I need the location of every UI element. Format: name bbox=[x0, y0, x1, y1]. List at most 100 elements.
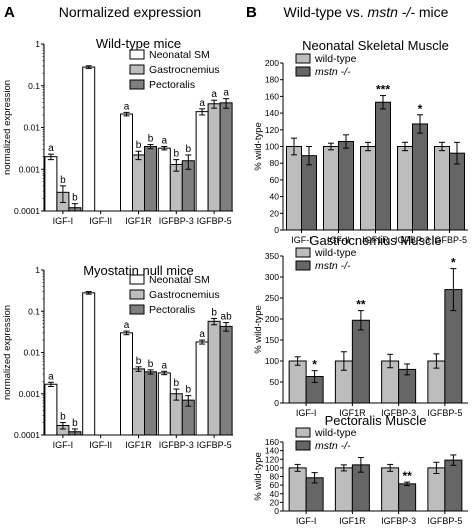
y-tick-label: 50 bbox=[270, 377, 280, 387]
y-tick-label: 60 bbox=[270, 480, 280, 490]
data-label: ** bbox=[356, 298, 366, 312]
y-tick-label: 0 bbox=[274, 398, 279, 408]
bar bbox=[157, 147, 171, 212]
data-label: *** bbox=[376, 83, 390, 97]
y-tick-label: 350 bbox=[265, 251, 279, 261]
bar bbox=[82, 66, 96, 212]
bar bbox=[351, 319, 370, 404]
panel-a-heading: Normalized expression bbox=[59, 4, 201, 20]
data-label: * bbox=[418, 102, 423, 116]
y-tick-label: 40 bbox=[270, 489, 280, 499]
y-tick-label: 140 bbox=[265, 108, 279, 118]
y-tick-label: 0.0001 bbox=[14, 430, 40, 440]
y-axis-label: normalized expression bbox=[2, 80, 13, 175]
bar bbox=[323, 146, 339, 231]
legend-swatch bbox=[295, 66, 311, 77]
legend-swatch bbox=[295, 260, 311, 271]
data-label: b bbox=[186, 385, 192, 396]
legend-swatch bbox=[295, 427, 311, 438]
bar bbox=[444, 459, 463, 512]
y-tick-label: 100 bbox=[265, 463, 279, 473]
bar bbox=[288, 467, 307, 512]
data-label: a bbox=[48, 143, 54, 154]
y-tick-label: 0.1 bbox=[28, 306, 40, 316]
bar bbox=[449, 152, 465, 231]
bar bbox=[301, 155, 317, 231]
legend-label: wild-type bbox=[314, 247, 357, 259]
legend-swatch bbox=[129, 304, 145, 315]
legend-label: Neonatal SM bbox=[149, 274, 210, 286]
legend-label: Pectoralis bbox=[149, 304, 195, 316]
y-tick-label: 120 bbox=[265, 454, 279, 464]
legend-label: Gastrocnemius bbox=[149, 64, 220, 76]
data-label: b bbox=[174, 378, 180, 389]
y-tick-label: 300 bbox=[265, 272, 279, 282]
data-label: a bbox=[199, 329, 205, 340]
x-tick-label: IGF-II bbox=[89, 216, 112, 226]
chart-title: Neonatal Skeletal Muscle bbox=[302, 38, 449, 53]
legend-swatch bbox=[129, 289, 145, 300]
bar bbox=[157, 372, 171, 436]
y-axis-label: % wild-type bbox=[253, 305, 264, 354]
y-tick-label: 0.01 bbox=[23, 348, 40, 358]
y-tick-label: 120 bbox=[265, 125, 279, 135]
bar bbox=[375, 101, 391, 231]
bar bbox=[360, 146, 376, 231]
data-label: a bbox=[124, 320, 130, 331]
bar bbox=[427, 467, 446, 512]
bar bbox=[381, 467, 400, 512]
y-tick-label: 0.001 bbox=[19, 389, 41, 399]
chart-title: Wild-type mice bbox=[96, 36, 181, 51]
data-label: b bbox=[186, 144, 192, 155]
bar bbox=[120, 332, 133, 436]
bar bbox=[144, 371, 157, 436]
y-axis-label: % wild-type bbox=[253, 122, 264, 171]
bar bbox=[44, 156, 58, 212]
panel-b-heading: Wild-type vs. mstn -/- mice bbox=[284, 4, 449, 20]
x-tick-label: IGFBP-5 bbox=[197, 216, 232, 226]
legend-label: Pectoralis bbox=[149, 79, 195, 91]
bar bbox=[219, 325, 233, 436]
data-label: b bbox=[72, 193, 78, 204]
bar bbox=[288, 360, 307, 404]
data-label: b bbox=[136, 140, 142, 151]
y-tick-label: 100 bbox=[265, 356, 279, 366]
x-tick-label: IGF1R bbox=[339, 516, 366, 526]
chart-title: Myostatin null mice bbox=[83, 263, 194, 278]
legend-label: mstn -/- bbox=[315, 66, 351, 78]
data-label: a bbox=[124, 101, 130, 112]
y-tick-label: 0.01 bbox=[23, 123, 40, 133]
x-tick-label: IGF-II bbox=[327, 235, 350, 245]
panel-b-heading-prefix: Wild-type vs. bbox=[284, 4, 368, 20]
data-label: b bbox=[60, 412, 66, 423]
bar bbox=[412, 123, 428, 231]
y-tick-label: 60 bbox=[270, 175, 280, 185]
bar bbox=[219, 102, 233, 212]
bar bbox=[338, 140, 354, 231]
bar bbox=[120, 113, 133, 212]
y-tick-label: 140 bbox=[265, 446, 279, 456]
chart-gastrocnemius-muscle: Gastrocnemius Muscle 0 50 100 150 200 250 300 35… bbox=[253, 233, 468, 418]
x-tick-label: IGF1R bbox=[125, 440, 152, 450]
y-tick-label: 100 bbox=[265, 142, 279, 152]
legend-swatch bbox=[129, 64, 145, 75]
legend-label: wild-type bbox=[314, 427, 357, 439]
x-tick-label: IGFBP-3 bbox=[395, 235, 430, 245]
x-tick-label: IGF1R bbox=[339, 408, 366, 418]
x-tick-label: IGF1R bbox=[125, 216, 152, 226]
x-tick-label: IGFBP-5 bbox=[432, 235, 467, 245]
legend-label: wild-type bbox=[314, 53, 357, 65]
data-label: a bbox=[162, 360, 168, 371]
y-tick-label: 80 bbox=[270, 472, 280, 482]
legend-swatch bbox=[129, 49, 145, 60]
data-label: b bbox=[72, 418, 78, 429]
chart-title: Gastrocnemius Muscle bbox=[309, 233, 441, 248]
data-label: b bbox=[148, 359, 154, 370]
bar bbox=[132, 154, 145, 212]
bar bbox=[144, 146, 157, 212]
y-tick-label: 0.1 bbox=[28, 81, 40, 91]
chart-null-mice: Myostatin null mice 0.0001 0.001 0.01 0.1 1 no… bbox=[2, 263, 233, 450]
y-tick-label: 0 bbox=[274, 506, 279, 516]
legend-swatch bbox=[295, 53, 311, 64]
x-tick-label: IGFBP-3 bbox=[381, 516, 416, 526]
